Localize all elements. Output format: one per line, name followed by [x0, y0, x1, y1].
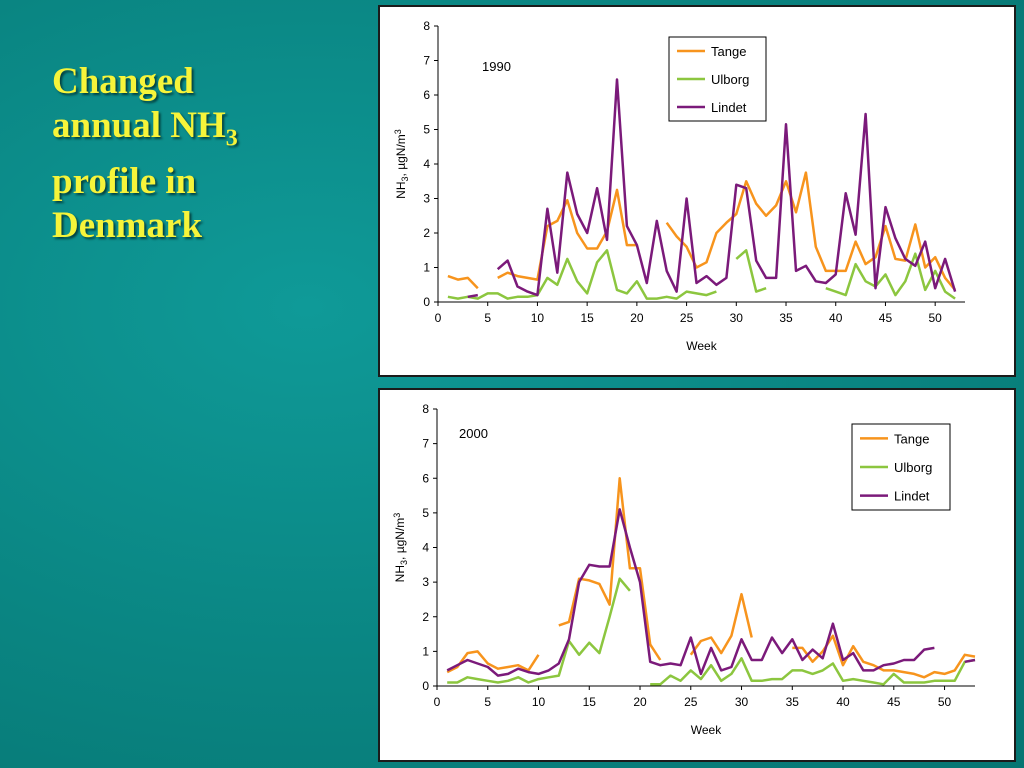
y-tick-label: 7: [423, 54, 430, 68]
x-tick-label: 10: [532, 695, 546, 709]
y-axis-label: NH3, µgN/m3: [393, 129, 410, 199]
series-ulborg: [447, 577, 976, 686]
x-tick-label: 5: [484, 695, 491, 709]
chart-1990-frame: 0 1 2 3 4 5 6 7 8 0 5 10 15 20 25 30 35 40 45 50 Week NH3, µg…: [378, 5, 1016, 377]
y-tick-label: 0: [423, 295, 430, 309]
title-line-1: Changed: [52, 61, 194, 102]
series-lindet: [446, 508, 976, 677]
legend-label-ulborg: Ulborg: [711, 72, 749, 87]
chart-2000-frame: 0 1 2 3 4 5 6 7 8 0 5 10 15 20 25 30 35 40 45 50 Week NH3, µg…: [378, 388, 1016, 762]
title-line-2: annual NH: [52, 105, 226, 146]
series-ulborg: [447, 249, 956, 300]
x-axis-label: Week: [686, 339, 717, 353]
chart-legend: Tange Ulborg Lindet: [851, 423, 951, 511]
series-line-segment: [964, 658, 976, 664]
y-axis-label-part: NH: [394, 181, 408, 198]
x-tick-label: 45: [887, 695, 901, 709]
y-tick-label: 7: [422, 437, 429, 451]
x-axis-label: Week: [691, 723, 722, 737]
x-tick-label: 10: [531, 311, 545, 325]
y-tick-label: 6: [423, 88, 430, 102]
series-line-segment: [558, 477, 662, 661]
y-axis-label-part: 3: [399, 560, 409, 565]
x-tick-label: 15: [580, 311, 594, 325]
x-tick-label: 50: [928, 311, 942, 325]
x-tick-label: 0: [435, 311, 442, 325]
chart-annotation-year: 1990: [482, 59, 511, 74]
y-axis-label-part: 3: [392, 513, 402, 518]
x-tick-label: 30: [730, 311, 744, 325]
series-line-segment: [446, 508, 935, 677]
chart-legend: Tange Ulborg Lindet: [668, 36, 767, 122]
title-line-4: Denmark: [52, 205, 203, 247]
x-tick-label: 25: [680, 311, 694, 325]
x-tick-label: 35: [786, 695, 800, 709]
chart-annotation-year: 2000: [459, 426, 488, 441]
legend-label-ulborg: Ulborg: [894, 460, 932, 475]
series-line-segment: [497, 188, 637, 281]
y-tick-label: 3: [422, 575, 429, 589]
y-tick-label: 0: [422, 679, 429, 693]
series-line-segment: [467, 293, 479, 299]
x-tick-label: 45: [879, 311, 893, 325]
legend-label-tange: Tange: [711, 44, 746, 59]
series-line-segment: [447, 249, 717, 300]
x-tick-label: 35: [779, 311, 793, 325]
y-tick-label: 2: [422, 610, 429, 624]
title-line-3: profile in: [52, 161, 197, 203]
y-tick-label: 8: [423, 19, 430, 33]
y-axis-label-part: NH: [393, 565, 407, 582]
y-tick-label: 8: [422, 402, 429, 416]
y-axis-label: NH3, µgN/m3: [392, 513, 409, 583]
y-axis-label-part: 3: [400, 176, 410, 181]
series-line-segment: [792, 634, 976, 679]
series-line-segment: [650, 657, 976, 686]
y-tick-label: 3: [423, 192, 430, 206]
legend-label-lindet: Lindet: [894, 489, 930, 504]
x-tick-label: 20: [630, 311, 644, 325]
x-tick-label: 0: [434, 695, 441, 709]
y-tick-label: 6: [422, 471, 429, 485]
x-tick-label: 15: [583, 695, 597, 709]
x-tick-label: 40: [829, 311, 843, 325]
y-axis-label-part: , µgN/m: [393, 518, 407, 560]
y-tick-label: 5: [422, 506, 429, 520]
y-tick-label: 1: [422, 644, 429, 658]
x-tick-label: 20: [633, 695, 647, 709]
y-tick-label: 2: [423, 226, 430, 240]
y-tick-label: 1: [423, 261, 430, 275]
x-tick-label: 50: [938, 695, 952, 709]
slide-title: Changed annual NH3 profile in Denmark: [52, 60, 352, 248]
series-line-segment: [735, 249, 767, 293]
series-line-segment: [447, 577, 631, 684]
series-line-segment: [496, 78, 957, 297]
series-line-segment: [446, 650, 540, 674]
y-tick-label: 5: [423, 123, 430, 137]
series-line-segment: [825, 252, 956, 300]
y-tick-label: 4: [422, 541, 429, 555]
y-tick-label: 4: [423, 157, 430, 171]
x-tick-label: 5: [484, 311, 491, 325]
series-line-segment: [665, 171, 957, 291]
series-line-segment: [447, 274, 479, 290]
series-line-segment: [689, 592, 753, 656]
x-tick-label: 30: [735, 695, 749, 709]
title-subscript: 3: [225, 125, 238, 152]
series-lindet: [467, 78, 957, 299]
series-tange: [446, 477, 976, 679]
x-tick-label: 25: [684, 695, 698, 709]
x-tick-label: 40: [836, 695, 850, 709]
legend-label-lindet: Lindet: [711, 100, 747, 115]
y-axis-label-part: , µgN/m: [394, 134, 408, 176]
legend-label-tange: Tange: [894, 431, 929, 446]
y-axis-label-part: 3: [393, 129, 403, 134]
series-tange: [447, 171, 957, 291]
